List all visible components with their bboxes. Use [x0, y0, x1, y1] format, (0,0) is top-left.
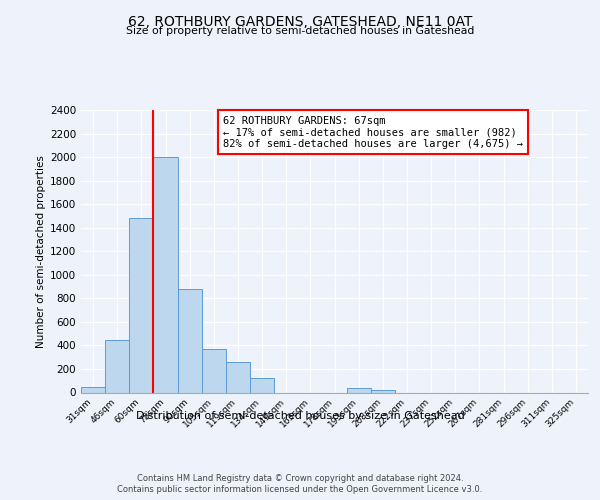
Y-axis label: Number of semi-detached properties: Number of semi-detached properties — [36, 155, 46, 348]
Text: Size of property relative to semi-detached houses in Gateshead: Size of property relative to semi-detach… — [126, 26, 474, 36]
Bar — [202, 349, 226, 393]
Text: Distribution of semi-detached houses by size in Gateshead: Distribution of semi-detached houses by … — [136, 411, 464, 421]
Bar — [154, 157, 178, 392]
Bar — [250, 378, 274, 392]
Text: Contains public sector information licensed under the Open Government Licence v3: Contains public sector information licen… — [118, 485, 482, 494]
Bar — [81, 387, 105, 392]
Text: Contains HM Land Registry data © Crown copyright and database right 2024.: Contains HM Land Registry data © Crown c… — [137, 474, 463, 483]
Text: 62, ROTHBURY GARDENS, GATESHEAD, NE11 0AT: 62, ROTHBURY GARDENS, GATESHEAD, NE11 0A… — [128, 15, 472, 29]
Bar — [347, 388, 371, 392]
Bar — [178, 289, 202, 393]
Bar — [105, 340, 129, 392]
Bar — [371, 390, 395, 392]
Bar — [129, 218, 154, 392]
Bar — [226, 362, 250, 392]
Text: 62 ROTHBURY GARDENS: 67sqm
← 17% of semi-detached houses are smaller (982)
82% o: 62 ROTHBURY GARDENS: 67sqm ← 17% of semi… — [223, 116, 523, 149]
